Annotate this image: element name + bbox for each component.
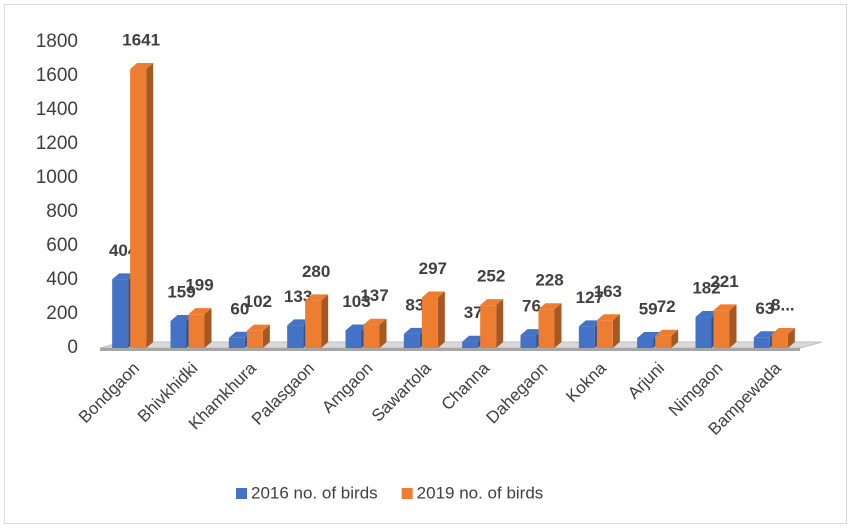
bar: [421, 297, 438, 348]
data-label: 199: [185, 276, 213, 295]
bar-top: [421, 291, 445, 298]
bar-top: [345, 324, 369, 331]
data-label: 83: [405, 295, 424, 314]
data-label: 297: [419, 259, 447, 278]
bar-side: [612, 314, 620, 348]
y-tick-label: 0: [67, 337, 78, 358]
bar-top: [695, 311, 719, 318]
bar-top: [130, 63, 154, 70]
y-tick-label: 400: [46, 269, 78, 290]
bar: [112, 279, 129, 348]
bar-top: [462, 335, 486, 342]
data-label: 60: [230, 299, 249, 318]
bar-top: [112, 273, 136, 280]
data-label: 76: [522, 297, 541, 316]
data-label: 1641: [122, 31, 160, 50]
bar: [188, 314, 205, 348]
bar-top: [403, 327, 427, 334]
legend-label: 2019 no. of birds: [417, 483, 544, 502]
legend-swatch: [236, 488, 247, 499]
bar-top: [637, 331, 661, 338]
bar-top: [170, 314, 194, 321]
bar: [771, 334, 788, 348]
bar-side: [321, 294, 329, 348]
bar: [228, 337, 245, 348]
bar-side: [262, 324, 270, 348]
y-tick-label: 1600: [36, 65, 78, 86]
data-label: 137: [360, 286, 388, 305]
bar-top: [246, 324, 270, 331]
bar: [403, 333, 420, 348]
bar: [287, 325, 304, 348]
bar-top: [188, 308, 212, 315]
bar-side: [729, 304, 737, 348]
y-tick-label: 600: [46, 235, 78, 256]
y-tick-label: 1800: [36, 31, 78, 52]
bar: [637, 337, 654, 348]
bar: [130, 69, 147, 348]
bar-top: [520, 329, 544, 336]
data-label: 159: [167, 282, 195, 301]
bar: [170, 320, 187, 348]
legend-label: 2016 no. of birds: [251, 483, 378, 502]
data-label: 59: [639, 299, 658, 318]
bar-top: [538, 303, 562, 310]
y-tick-label: 1400: [36, 99, 78, 120]
bar-top: [480, 299, 504, 306]
data-label: 63: [755, 299, 774, 318]
bar-top: [305, 294, 329, 301]
bar: [578, 326, 595, 348]
bar: [345, 330, 362, 348]
data-label: 182: [692, 279, 720, 298]
data-label: 8...: [771, 296, 795, 315]
y-tick-label: 1200: [36, 133, 78, 154]
bar: [363, 324, 380, 348]
bar-side: [554, 303, 562, 348]
data-label: 37: [464, 303, 483, 322]
data-label: 103: [342, 292, 370, 311]
bar: [538, 309, 555, 348]
data-label: 228: [535, 271, 563, 290]
bar: [596, 320, 613, 348]
y-tick-label: 800: [46, 201, 78, 222]
bar-top: [596, 314, 620, 321]
legend-swatch: [401, 488, 413, 499]
bar-top: [228, 331, 252, 338]
data-label: 72: [657, 297, 676, 316]
floor-edge: [100, 348, 800, 351]
bar: [462, 341, 479, 348]
bar-top: [363, 318, 387, 325]
bar-top: [753, 331, 777, 338]
bar-side: [379, 318, 387, 348]
bar-top: [655, 329, 679, 336]
bar: [753, 337, 770, 348]
data-label: 127: [576, 288, 604, 307]
bar: [480, 305, 497, 348]
data-label: 252: [477, 267, 505, 286]
y-tick-label: 1000: [36, 167, 78, 188]
bar-side: [437, 291, 445, 348]
y-tick-label: 200: [46, 303, 78, 324]
bar: [305, 300, 322, 348]
bar-top: [578, 320, 602, 327]
bar: [655, 335, 672, 348]
data-label: 221: [710, 272, 738, 291]
bar-top: [771, 328, 795, 335]
bar-top: [287, 319, 311, 326]
bar-side: [671, 329, 679, 348]
bar: [520, 335, 537, 348]
bar-top: [713, 304, 737, 311]
bar: [246, 330, 263, 348]
bar: [713, 310, 730, 348]
data-label: 163: [594, 282, 622, 301]
bar-side: [787, 328, 795, 348]
bar-side: [204, 308, 212, 348]
bar-side: [496, 299, 504, 348]
data-label: 102: [244, 292, 272, 311]
bar: [695, 317, 712, 348]
data-label: 280: [302, 262, 330, 281]
bar-side: [146, 63, 154, 348]
